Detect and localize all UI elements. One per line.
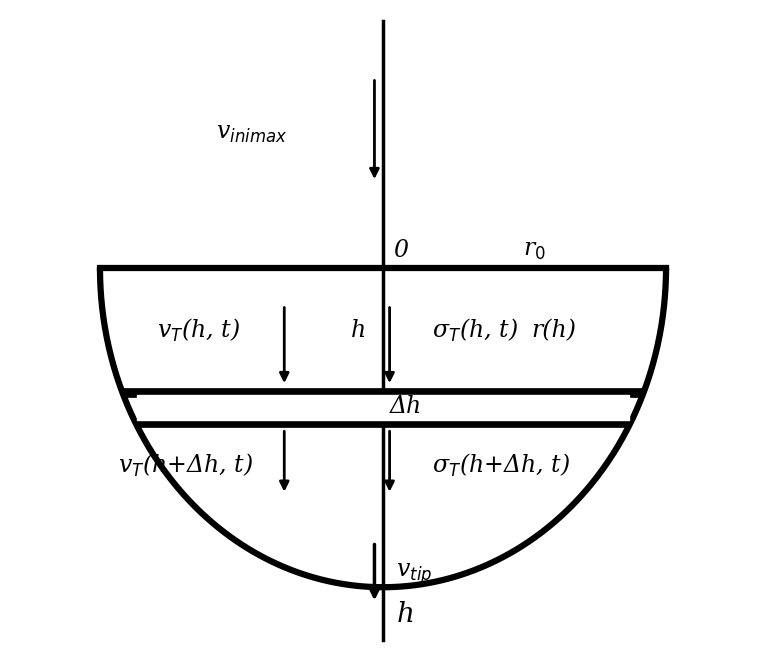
Text: h: h bbox=[396, 602, 414, 629]
Text: v$_{inimax}$: v$_{inimax}$ bbox=[216, 122, 287, 145]
Text: r(h): r(h) bbox=[532, 319, 577, 342]
Text: v$_T$(h+Δh, t): v$_T$(h+Δh, t) bbox=[118, 452, 254, 479]
Text: v$_T$(h, t): v$_T$(h, t) bbox=[157, 317, 241, 344]
Text: Δh: Δh bbox=[390, 395, 422, 418]
Text: 0: 0 bbox=[393, 239, 408, 262]
Text: σ$_T$(h+Δh, t): σ$_T$(h+Δh, t) bbox=[432, 452, 571, 479]
Text: σ$_T$(h, t): σ$_T$(h, t) bbox=[432, 317, 519, 344]
Text: h: h bbox=[351, 319, 366, 342]
Text: v$_{tip}$: v$_{tip}$ bbox=[396, 561, 433, 587]
Text: r$_0$: r$_0$ bbox=[523, 239, 546, 262]
